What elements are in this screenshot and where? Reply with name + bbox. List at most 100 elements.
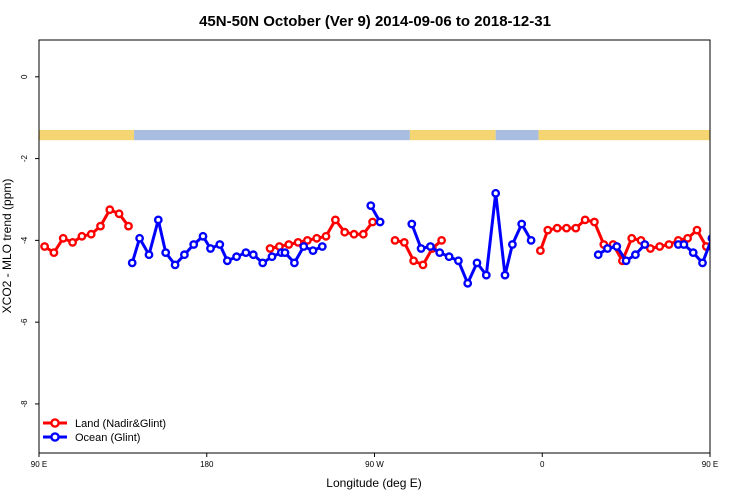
series-0-point	[58, 233, 68, 243]
series-1-point	[453, 256, 463, 266]
series-0-point	[124, 221, 133, 231]
series-1-point	[631, 250, 640, 260]
series-1-point	[640, 240, 650, 249]
series-0-point	[655, 242, 665, 251]
legend-label: Land (Nadir&Glint)	[75, 418, 166, 430]
x-tick-label: 90 E	[702, 460, 718, 469]
series-1-point	[206, 244, 215, 253]
series-1-point	[416, 244, 426, 253]
series-0-point	[340, 227, 350, 237]
series-1-point	[737, 249, 743, 255]
series-0-point	[571, 223, 581, 233]
series-0-point	[580, 215, 590, 225]
series-0-point	[49, 248, 59, 258]
y-axis-label: XCO2 - MLO trend (ppm)	[0, 179, 14, 314]
series-1-line-3	[410, 191, 533, 285]
series-1-point	[425, 242, 435, 251]
series-1-point	[727, 217, 733, 223]
series-layer	[40, 188, 746, 288]
chart-title: 45N-50N October (Ver 9) 2014-09-06 to 20…	[199, 13, 551, 30]
series-1-point	[698, 258, 707, 268]
series-0-point	[740, 233, 746, 239]
series-0-point	[437, 235, 446, 245]
series-1-point	[612, 242, 622, 251]
series-0-point	[543, 225, 553, 235]
legend-item-1: Ocean (Glint)	[43, 432, 140, 444]
series-1-point	[179, 250, 189, 260]
series-1-point	[491, 188, 501, 198]
y-tick-label: 0	[20, 74, 29, 79]
series-1-point	[198, 231, 208, 241]
series-0-point	[265, 244, 275, 253]
series-0-point	[330, 215, 340, 225]
series-1-point	[688, 248, 698, 258]
series-1-point	[222, 256, 232, 266]
series-0-point	[590, 217, 599, 227]
series-1-point	[241, 248, 251, 258]
series-0-point	[368, 217, 377, 227]
series-0-point	[418, 260, 428, 270]
x-tick-label: 90 E	[31, 460, 47, 469]
series-1-point	[280, 248, 290, 258]
series-0-point	[399, 237, 409, 247]
series-0-point	[712, 249, 718, 255]
series-0-point	[114, 209, 124, 219]
legend-marker	[50, 418, 60, 428]
series-0-line-0	[43, 208, 130, 255]
series-1-point	[308, 246, 318, 256]
series-1	[127, 188, 743, 288]
series-0-point	[409, 256, 418, 266]
series-0-point	[68, 237, 78, 247]
series-0-point	[627, 233, 637, 243]
series-0-point	[683, 233, 692, 243]
series-1-point	[718, 252, 724, 258]
strip-land-4	[538, 129, 710, 141]
strip-ocean-3	[495, 129, 539, 141]
series-1-point	[170, 260, 180, 270]
series-0-point	[86, 229, 96, 239]
series-0-point	[312, 233, 322, 243]
series-1-point	[508, 240, 517, 249]
series-1-point	[189, 240, 199, 249]
series-1-point	[500, 270, 510, 280]
series-0-point	[358, 229, 368, 239]
series-0-point	[96, 221, 105, 231]
x-tick-label: 90 W	[365, 460, 384, 469]
series-0-point	[552, 223, 562, 233]
series-1-point	[407, 219, 417, 229]
legend: Land (Nadir&Glint) Ocean (Glint)	[43, 418, 166, 444]
series-0-point	[664, 240, 674, 249]
series-1-point	[317, 242, 327, 251]
x-tick-label: 0	[540, 460, 545, 469]
series-0-point	[105, 205, 115, 215]
series-1-point	[375, 217, 385, 227]
x-axis-label: Longitude (deg E)	[326, 476, 421, 490]
strip-land-0	[39, 129, 135, 141]
series-1-point	[135, 233, 145, 243]
y-tick-label: -4	[20, 236, 29, 244]
series-1-point	[472, 258, 482, 268]
series-1-point	[526, 235, 536, 245]
series-1-point	[127, 258, 137, 268]
series-0-point	[40, 242, 49, 251]
series-1-line-0	[130, 218, 282, 267]
strip-land-2	[409, 129, 496, 141]
series-1-point	[161, 248, 171, 258]
series-1-point	[517, 219, 527, 229]
series-1-point	[232, 252, 242, 262]
x-axis: 90 E 180 90 W 0 90 E	[31, 453, 718, 469]
land-ocean-strip	[39, 129, 710, 141]
y-axis: 0 -2 -4 -6 -8	[20, 74, 39, 407]
legend-marker	[50, 432, 60, 442]
legend-label: Ocean (Glint)	[75, 432, 140, 444]
series-1-point	[289, 258, 299, 268]
series-0-point	[321, 231, 331, 241]
series-0-point	[349, 229, 359, 239]
series-0-point	[302, 235, 312, 245]
series-1-point	[603, 244, 612, 253]
series-1-point	[267, 252, 277, 262]
series-0-point	[390, 235, 400, 245]
series-0-point	[646, 244, 655, 253]
series-0-point	[722, 235, 728, 241]
